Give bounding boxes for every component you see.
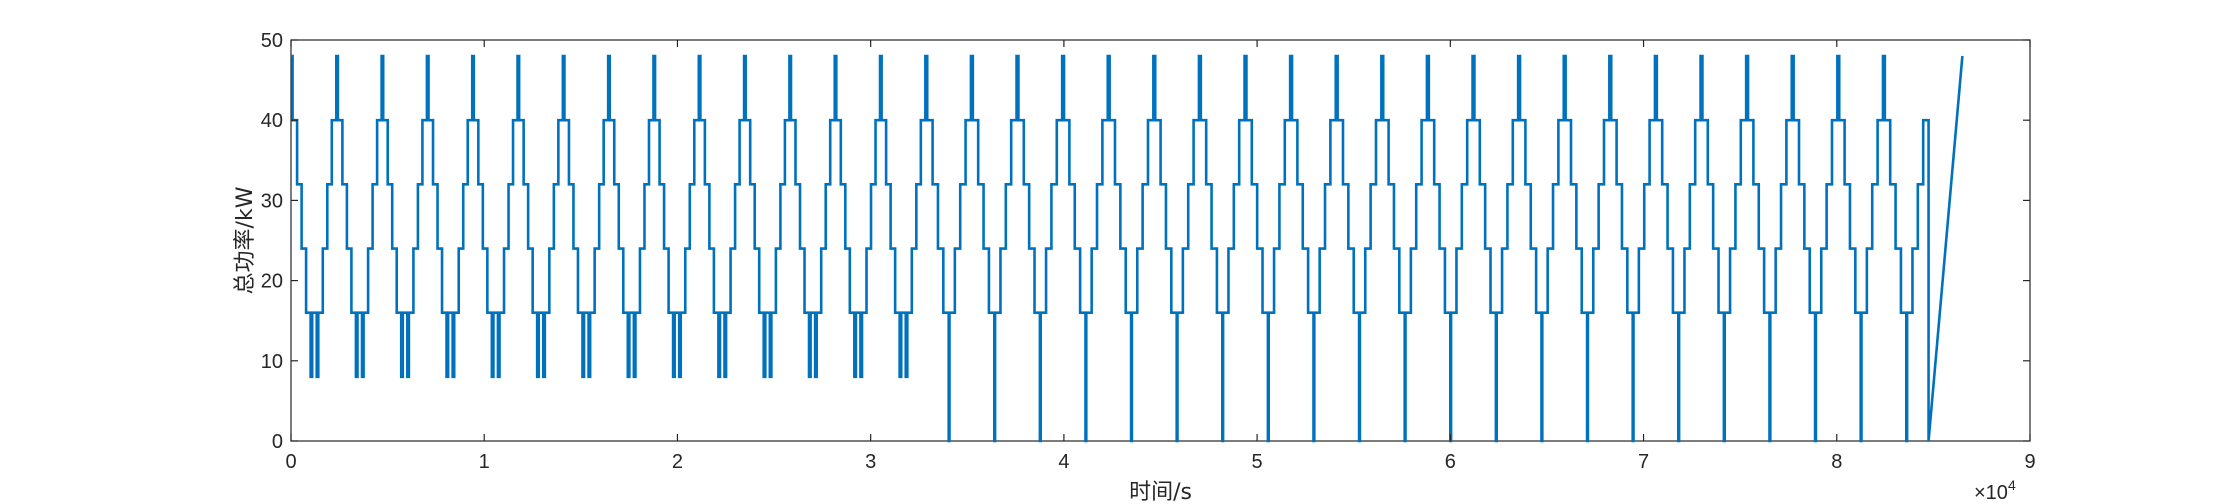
x-tick-label: 8 (1831, 451, 1842, 473)
plot-area: 0 1 2 3 4 5 6 7 8 9 0 10 20 30 40 50 (261, 30, 2036, 473)
x-tick-label: 5 (1252, 451, 1263, 473)
total-power-line (291, 54, 1964, 443)
y-ticks: 0 10 20 30 40 50 (261, 30, 2030, 453)
y-tick-label: 10 (261, 351, 283, 373)
x-tick-label: 1 (479, 451, 490, 473)
axes-box (290, 39, 2031, 442)
y-tick-label: 30 (261, 190, 283, 212)
x-tick-label: 2 (672, 451, 683, 473)
x-tick-label: 0 (285, 451, 296, 473)
y-tick-label: 20 (261, 271, 283, 293)
x-axis-label: 时间/s (1129, 480, 1192, 504)
x-tick-label: 9 (2024, 451, 2035, 473)
y-axis-label: 总功率/kW (233, 186, 258, 294)
y-tick-label: 0 (272, 431, 283, 453)
x-tick-label: 6 (1445, 451, 1456, 473)
series-group (291, 54, 1964, 443)
x-exponent-label: ×104 (1974, 477, 2016, 504)
x-tick-label: 3 (865, 451, 876, 473)
x-tick-label: 4 (1058, 451, 1069, 473)
x-tick-label: 7 (1638, 451, 1649, 473)
y-tick-label: 40 (261, 110, 283, 132)
x-exponent-base: ×10 (1974, 482, 2008, 504)
y-tick-label: 50 (261, 30, 283, 52)
x-exponent-power: 4 (2008, 477, 2016, 493)
x-ticks: 0 1 2 3 4 5 6 7 8 9 (285, 40, 2036, 473)
